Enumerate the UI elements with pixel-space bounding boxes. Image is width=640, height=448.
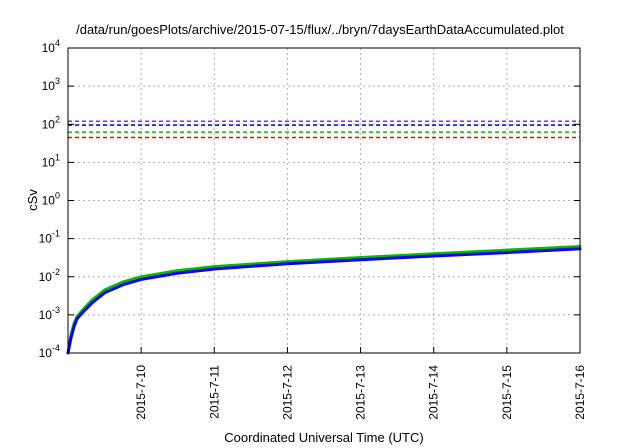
y-tick-label: 100 <box>42 191 60 208</box>
x-tick-label: 2015-7-12 <box>280 365 294 420</box>
x-tick-label: 2015-7-14 <box>427 365 441 420</box>
x-tick-label: 2015-7-15 <box>500 365 514 420</box>
y-tick-label: 104 <box>42 38 60 55</box>
y-axis-label: cSv <box>25 189 40 211</box>
y-tick-label: 102 <box>42 114 60 131</box>
grid <box>68 48 580 353</box>
y-tick-label: 10-1 <box>39 229 60 246</box>
x-tick-label: 2015-7-16 <box>573 365 587 420</box>
chart-title: /data/run/goesPlots/archive/2015-07-15/f… <box>76 22 564 37</box>
y-tick-label: 101 <box>42 152 60 169</box>
y-tick-label: 10-3 <box>39 305 60 322</box>
series-lines <box>66 245 582 355</box>
x-tick-label: 2015-7-11 <box>207 365 221 419</box>
y-tick-label: 10-2 <box>39 267 60 284</box>
x-axis-ticks: 2015-7-10 2015-7-11 2015-7-12 2015-7-13 2015… <box>134 347 587 420</box>
x-tick-label: 2015-7-13 <box>354 365 368 420</box>
reference-lines <box>68 120 580 139</box>
x-tick-label: 2015-7-10 <box>134 365 148 420</box>
y-tick-label: 10-4 <box>39 343 60 360</box>
x-axis-label: Coordinated Universal Time (UTC) <box>224 430 423 445</box>
y-tick-label: 103 <box>42 76 60 93</box>
series-line-2 <box>66 247 582 355</box>
y-axis-ticks: 10-4 10-3 10-2 10-1 100 101 102 103 104 <box>39 38 580 360</box>
